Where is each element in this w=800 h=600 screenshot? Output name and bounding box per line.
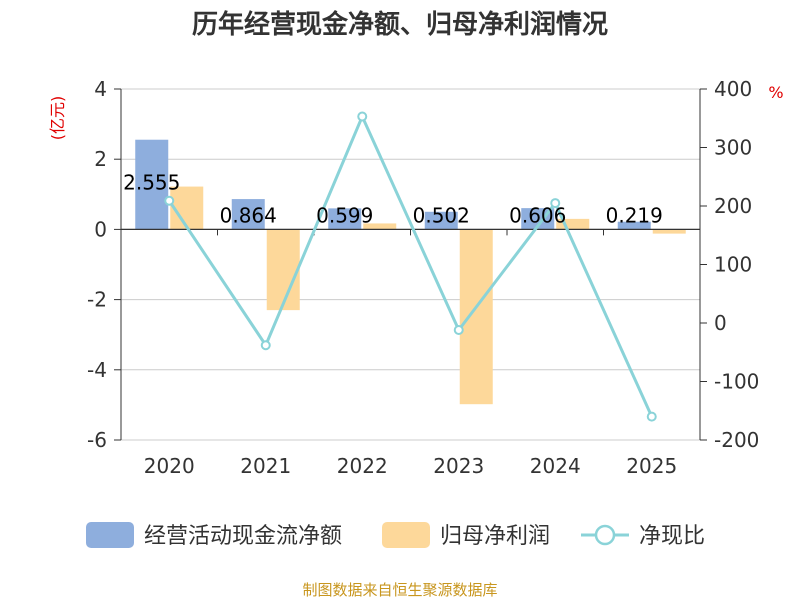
bar-profit <box>363 223 397 230</box>
bar-cashflow <box>617 221 651 230</box>
ratio-point <box>646 411 657 422</box>
data-label-cashflow: 0.864 <box>220 203 277 227</box>
axes <box>114 88 707 441</box>
bar-cashflow <box>231 199 265 230</box>
legend-marker-ratio <box>594 524 616 546</box>
chart-title: 历年经营现金净额、归母净利润情况 <box>192 9 608 40</box>
legend: 经营活动现金流净额 归母净利润 净现比 <box>86 522 705 549</box>
legend-label-ratio: 净现比 <box>639 524 705 549</box>
category-label: 2021 <box>240 454 291 478</box>
left-tick-label: -4 <box>87 358 107 382</box>
category-label: 2023 <box>433 454 484 478</box>
left-tick-label: 0 <box>94 217 107 241</box>
data-labels: 2.555 0.864 0.599 0.502 0.606 0.219 <box>123 171 663 228</box>
legend-swatch-profit <box>382 522 430 548</box>
left-axis-unit: (亿元) <box>48 96 67 141</box>
data-label-cashflow: 0.599 <box>316 203 373 227</box>
tick-labels: 4 2 0 -2 -4 -6 400 300 200 100 0 -100 -200 2020 2021 20… <box>87 77 759 478</box>
right-tick-label: 300 <box>714 136 752 160</box>
left-tick-label: -2 <box>87 288 107 312</box>
data-label-cashflow: 2.555 <box>123 171 180 195</box>
left-tick-label: 2 <box>94 147 107 171</box>
gridlines <box>121 88 700 441</box>
ratio-point <box>550 198 561 209</box>
right-tick-label: 100 <box>714 253 752 277</box>
data-label-cashflow: 0.502 <box>413 203 470 227</box>
category-label: 2020 <box>144 454 195 478</box>
data-label-cashflow: 0.606 <box>509 203 566 227</box>
ratio-line-path <box>168 112 654 418</box>
right-axis-unit: % <box>768 83 783 102</box>
right-tick-label: 200 <box>714 194 752 218</box>
ratio-line <box>164 111 657 422</box>
ratio-point <box>260 340 271 351</box>
ratio-point <box>164 195 175 206</box>
data-label-cashflow: 0.219 <box>606 203 663 227</box>
left-tick-label: -6 <box>87 428 107 452</box>
right-tick-label: -200 <box>714 428 759 452</box>
bar-profit <box>459 229 493 405</box>
bar-cashflow <box>328 208 362 230</box>
bar-profit <box>556 218 590 230</box>
bar-profit <box>266 229 300 311</box>
category-label: 2025 <box>626 454 677 478</box>
right-tick-label: -100 <box>714 370 759 394</box>
bar-cashflow <box>424 211 458 230</box>
bar-profit <box>652 229 686 234</box>
legend-label-profit: 归母净利润 <box>440 524 550 549</box>
right-tick-label: 400 <box>714 77 752 101</box>
ratio-point <box>453 325 464 336</box>
category-label: 2024 <box>530 454 581 478</box>
legend-label-cashflow: 经营活动现金流净额 <box>144 524 342 549</box>
bars <box>135 139 686 405</box>
bar-cashflow <box>135 139 169 230</box>
right-tick-label: 0 <box>714 311 727 335</box>
source-note: 制图数据来自恒生聚源数据库 <box>302 581 497 599</box>
left-tick-label: 4 <box>94 77 107 101</box>
category-label: 2022 <box>337 454 388 478</box>
ratio-point <box>357 111 368 122</box>
legend-swatch-cashflow <box>86 522 134 548</box>
